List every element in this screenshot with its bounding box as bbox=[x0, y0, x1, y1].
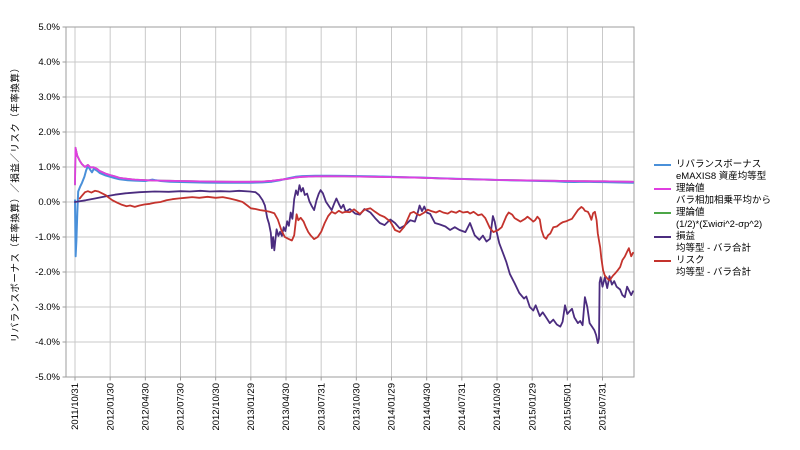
x-tick-label: 2013/07/31 bbox=[316, 383, 327, 431]
legend-label-line2: eMAXIS8 資産均等型 bbox=[676, 170, 767, 182]
y-tick-label: -5.0% bbox=[35, 372, 60, 383]
y-tick-label: 4.0% bbox=[38, 57, 60, 68]
legend-line-swatch bbox=[654, 236, 671, 238]
legend-item-label: 理論値 バラ相加相乗平均から bbox=[676, 183, 771, 206]
y-tick-label: -1.0% bbox=[35, 232, 60, 243]
x-tick-label: 2015/01/29 bbox=[527, 383, 538, 431]
x-tick-label: 2013/10/30 bbox=[352, 383, 363, 431]
x-tick-label: 2014/04/30 bbox=[422, 383, 433, 431]
legend-item-label: 理論値 (1/2)*(Σwiσi^2-σp^2) bbox=[676, 207, 762, 230]
x-tick-label: 2013/04/30 bbox=[281, 383, 292, 431]
legend-label-line1: リバランスボーナス bbox=[676, 159, 762, 170]
y-tick-label: -3.0% bbox=[35, 302, 60, 313]
x-tick-label: 2014/10/30 bbox=[492, 383, 503, 431]
legend-label-line1: 理論値 bbox=[676, 183, 705, 194]
series-line-3 bbox=[74, 184, 634, 345]
legend-item-label: 損益 均等型 - バラ合計 bbox=[676, 231, 751, 254]
legend-label-line1: 損益 bbox=[676, 231, 696, 242]
legend-line-swatch bbox=[654, 164, 671, 166]
y-tick-label: 2.0% bbox=[38, 127, 60, 138]
legend: リバランスボーナス eMAXIS8 資産均等型 理論値 バラ相加相乗平均から 理… bbox=[654, 159, 771, 279]
x-tick-label: 2012/07/30 bbox=[176, 383, 187, 431]
legend-item: リスク 均等型 - バラ合計 bbox=[654, 255, 771, 278]
x-tick-label: 2013/01/29 bbox=[246, 383, 257, 431]
x-tick-label: 2015/07/31 bbox=[598, 383, 609, 431]
legend-label-line2: 均等型 - バラ合計 bbox=[676, 266, 751, 278]
y-tick-label: -4.0% bbox=[35, 337, 60, 348]
series-line-4 bbox=[78, 189, 634, 282]
y-tick-label: 5.0% bbox=[38, 22, 60, 33]
x-tick-label: 2011/10/31 bbox=[70, 383, 81, 430]
legend-item: 理論値 バラ相加相乗平均から bbox=[654, 183, 771, 206]
legend-label-line2: 均等型 - バラ合計 bbox=[676, 242, 751, 254]
legend-item: リバランスボーナス eMAXIS8 資産均等型 bbox=[654, 159, 771, 182]
legend-item: 理論値 (1/2)*(Σwiσi^2-σp^2) bbox=[654, 207, 771, 230]
legend-label-line1: 理論値 bbox=[676, 207, 705, 218]
series-line-2 bbox=[74, 146, 634, 186]
series-line-1 bbox=[74, 146, 634, 186]
legend-line-swatch bbox=[654, 212, 671, 214]
legend-line-swatch bbox=[654, 260, 671, 262]
x-tick-label: 2012/10/30 bbox=[211, 383, 222, 431]
y-axis-title: リバランスボーナス（年率換算）／損益／リスク（年率換算） bbox=[10, 62, 22, 343]
legend-line-swatch bbox=[654, 188, 671, 190]
y-tick-label: 0.0% bbox=[38, 197, 60, 208]
y-tick-label: 1.0% bbox=[38, 162, 60, 173]
x-tick-label: 2012/01/30 bbox=[105, 383, 116, 431]
x-tick-label: 2015/05/01 bbox=[563, 383, 574, 431]
legend-label-line2: バラ相加相乗平均から bbox=[676, 194, 772, 206]
y-tick-label: 3.0% bbox=[38, 92, 60, 103]
series-line-0 bbox=[74, 164, 634, 258]
legend-item-label: リバランスボーナス eMAXIS8 資産均等型 bbox=[676, 159, 766, 182]
legend-label-line1: リスク bbox=[676, 255, 705, 266]
legend-label-line2: (1/2)*(Σwiσi^2-σp^2) bbox=[676, 218, 763, 230]
legend-item-label: リスク 均等型 - バラ合計 bbox=[676, 255, 751, 278]
y-tick-label: -2.0% bbox=[35, 267, 60, 278]
x-tick-label: 2012/04/30 bbox=[141, 383, 152, 431]
x-tick-label: 2014/07/31 bbox=[457, 383, 468, 431]
plot-frame bbox=[65, 26, 635, 378]
x-tick-label: 2014/01/29 bbox=[387, 383, 398, 431]
legend-item: 損益 均等型 - バラ合計 bbox=[654, 231, 771, 254]
